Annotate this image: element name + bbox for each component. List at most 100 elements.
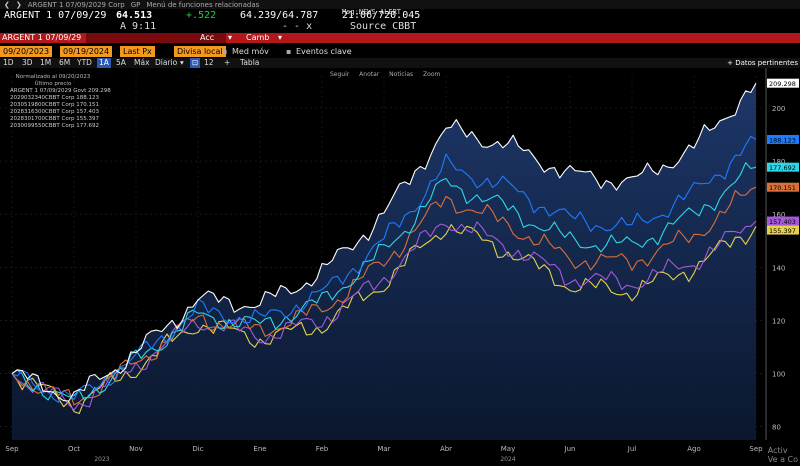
series-line[interactable] [11,162,757,401]
start-date-field[interactable]: 09/20/2023 [0,46,53,57]
x-tick-label: Abr [440,445,452,453]
legend-entry[interactable]: ARGENT 1 07/09/2029 Govt 209.298 [8,88,111,95]
x-tick-label: Jun [564,445,576,453]
news-button[interactable]: Noticias [389,71,414,78]
y-tick-label: 160 [772,211,785,219]
period-1d[interactable]: 1D [3,58,14,67]
red-ticker: ARGENT 1 07/09/29 [2,33,82,42]
x-tick-label: Feb [316,445,329,453]
plot-toolbar: Seguir Anotar Noticias Zoom [330,71,448,78]
x-tick-label: Sep [5,445,19,453]
legend-entry[interactable]: 2028301700CBBT Corp 155.397 [8,116,99,123]
value-label-bg [767,225,799,235]
x-tick-label: Ene [253,445,266,453]
x-tick-label: Sep [749,445,763,453]
legend-entry[interactable]: 2029032340CBBT Corp 188.123 [8,95,99,102]
series-line[interactable] [11,135,757,403]
follow-button[interactable]: Seguir [330,71,350,78]
topbar-function[interactable]: GP [130,0,141,9]
y-tick-label: 140 [772,264,785,272]
legend-value: 170.151 [76,102,99,108]
news-alert[interactable]: Msg:NEWS ALERT [342,8,402,16]
price-type-select[interactable]: Last Px [120,46,155,57]
quote-price: 64.513 [116,10,153,21]
legend-label: 2028301700CBBT Corp [10,116,75,122]
x-tick-label: Jul [627,445,637,453]
chart-legend: Normalizado al 09/20/2023 Último precio … [8,74,111,130]
topbar-menu[interactable]: Menú de funciones relacionadas [146,0,260,9]
series-line[interactable] [11,224,757,415]
zoom-button[interactable]: Zoom [423,71,441,78]
frequency-select[interactable]: Diario [155,58,178,67]
moving-avg-toggle[interactable]: Med móv [232,47,269,56]
annotate-button[interactable]: Anotar [359,71,380,78]
table-toggle[interactable]: Tabla [240,58,260,67]
value-label-bg [767,78,799,88]
price-chart[interactable]: 80 100 120 140 160 180 200 Sep 2023 Oct Nov Dic Ene F… [0,68,800,466]
series-line[interactable] [11,82,757,402]
value-label: 209.298 [769,80,796,88]
app-topbar: ❮ ❯ ARGENT 1 07/09/2029 Corp GP Menú de … [0,0,800,9]
currency-select[interactable]: Divisa local [174,46,226,57]
quote-ticker: ARGENT 1 07/09/29 [4,10,107,21]
end-date-field[interactable]: 09/19/2024 [60,46,113,57]
watermark-line-1: Activ [767,446,788,455]
quote-sub-label: A 9:11 [120,21,157,32]
value-label-bg [767,162,799,172]
legend-value: 177.692 [76,123,99,129]
value-label: 155.397 [769,227,796,235]
period-1m[interactable]: 1M [40,58,52,67]
watermark-line-2: Ve a Co [767,455,798,464]
legend-entry[interactable]: 2030519800CBBT Corp 170.151 [8,102,99,109]
add-icon[interactable]: + [224,58,231,67]
legend-value: 188.123 [76,95,99,101]
legend-label: 2028316300CBBT Corp [10,109,75,115]
legend-subheader: Último precio [34,81,72,87]
value-label-bg [767,134,799,144]
series-line[interactable] [11,186,757,406]
camb-button[interactable]: Camb [246,33,270,42]
period-6m[interactable]: 6M [59,58,71,67]
acc-chevron-icon[interactable]: ▾ [228,33,233,42]
forward-icon[interactable]: ❯ [15,0,22,9]
size-value[interactable]: 12 [204,58,214,67]
legend-header: Normalizado al 09/20/2023 [15,74,91,80]
x-year-label: 2024 [500,456,515,463]
y-tick-label: 80 [772,424,781,432]
datos-pertinentes-button[interactable]: + Datos pertinentes [727,59,798,67]
camb-chevron-icon[interactable]: ▾ [278,33,283,42]
value-label: 188.123 [769,136,796,144]
acc-button[interactable]: Acc [200,33,215,42]
events-toggle[interactable]: Eventos clave [296,47,352,56]
legend-value: 157.403 [76,109,99,115]
moving-avg-icon: ▪ [222,47,228,56]
red-field[interactable] [86,33,226,43]
x-tick-label: Dic [192,445,203,453]
legend-value: 209.298 [88,88,111,94]
legend-entry[interactable]: 2028316300CBBT Corp 157.403 [8,109,99,116]
back-icon[interactable]: ❮ [4,0,10,9]
legend-label: 2029032340CBBT Corp [10,95,75,101]
chart-style-icon[interactable]: ⊡ [190,58,201,68]
quote-line: ARGENT 1 07/09/29 64.513 +.522 64.239/64… [0,8,800,33]
legend-label: 2030519800CBBT Corp [10,102,75,108]
legend-label: 2030099550CBBT Corp [10,123,75,129]
period-5a[interactable]: 5A [116,58,126,67]
frequency-chevron-icon[interactable]: ▾ [180,58,184,67]
x-tick-label: Nov [129,445,143,453]
quote-source: Source CBBT [350,21,417,32]
y-tick-label: 100 [772,371,785,379]
period-1a[interactable]: 1A [97,58,111,68]
period-3d[interactable]: 3D [22,58,33,67]
quote-time-code: 21:06/720.045 [342,10,421,21]
legend-label: ARGENT 1 07/09/2029 Govt [10,88,87,94]
period-ytd[interactable]: YTD [77,58,92,67]
x-year-label: 2023 [94,456,109,463]
period-max[interactable]: Máx [134,58,150,67]
legend-entry[interactable]: 2030099550CBBT Corp 177.692 [8,123,99,130]
topbar-security[interactable]: ARGENT 1 07/09/2029 Corp [27,0,125,9]
activation-watermark: Activ Ve a Co [768,446,798,464]
quote-arrows: - - x [282,21,313,32]
area-fill [12,83,756,440]
value-label-bg [767,182,799,192]
